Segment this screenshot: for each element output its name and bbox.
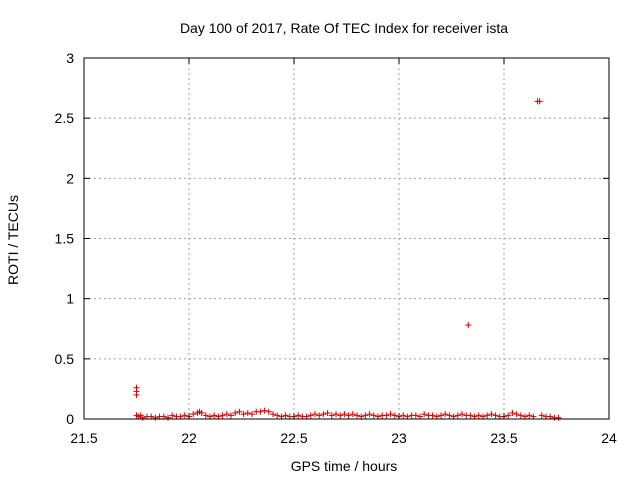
data-point <box>324 409 331 416</box>
data-point <box>492 412 499 419</box>
data-point <box>517 412 524 419</box>
data-point <box>312 411 318 418</box>
y-tick-label: 0 <box>66 411 74 427</box>
data-point <box>236 408 243 415</box>
data-point <box>249 411 255 418</box>
data-point <box>467 412 474 419</box>
x-tick-label: 23.5 <box>490 430 517 446</box>
data-point <box>295 412 302 419</box>
grid <box>84 58 609 419</box>
data-point <box>412 412 419 419</box>
data-point <box>240 411 247 418</box>
chart-title: Day 100 of 2017, Rate Of TEC Index for r… <box>180 20 508 36</box>
data-point <box>265 408 272 415</box>
data-point <box>484 412 491 419</box>
data-point <box>282 412 289 419</box>
x-tick-label: 23 <box>391 430 407 446</box>
data-point <box>370 412 377 419</box>
data-point <box>202 412 209 419</box>
y-tick-label: 1.5 <box>55 231 75 247</box>
data-point <box>459 411 465 418</box>
data-point <box>274 412 281 419</box>
data-point <box>261 407 268 414</box>
y-tick-label: 2.5 <box>55 110 75 126</box>
data-point <box>400 412 407 419</box>
data-point <box>244 409 251 416</box>
data-point <box>536 98 543 105</box>
data-point <box>446 412 453 419</box>
x-tick-label: 22.5 <box>280 430 307 446</box>
data-point <box>190 411 197 418</box>
data-point <box>555 414 562 421</box>
data-point <box>328 412 335 419</box>
data-point <box>223 411 230 418</box>
data-point <box>429 412 436 419</box>
data-point <box>320 411 327 418</box>
data-point <box>513 411 520 418</box>
data-point <box>475 412 482 419</box>
data-point <box>505 412 512 419</box>
y-tick-label: 0.5 <box>55 351 75 367</box>
data-point <box>526 412 533 419</box>
data-point <box>165 414 171 421</box>
data-point <box>228 412 234 419</box>
data-point <box>465 322 472 329</box>
data-point <box>366 411 373 418</box>
y-axis-label: ROTI / TECUs <box>5 195 21 285</box>
data-point <box>509 409 516 416</box>
data-point <box>538 412 545 419</box>
data-point <box>270 411 276 418</box>
data-point <box>211 412 218 419</box>
data-point <box>152 414 159 421</box>
data-point <box>169 412 176 419</box>
data-point <box>442 411 449 418</box>
data-point <box>421 411 428 418</box>
data-point <box>307 412 314 419</box>
data-point <box>387 411 394 418</box>
data-point <box>438 412 444 419</box>
data-point <box>232 409 239 416</box>
data-point <box>219 412 226 419</box>
data-point <box>391 412 398 419</box>
data-point <box>337 412 344 419</box>
data-point <box>316 412 323 419</box>
y-tick-label: 3 <box>66 50 74 66</box>
data-point <box>383 412 390 419</box>
data-point <box>133 391 140 398</box>
x-tick-label: 21.5 <box>70 430 97 446</box>
data-point <box>354 412 360 419</box>
data-point <box>488 411 495 418</box>
x-tick-label: 24 <box>601 430 617 446</box>
data-points <box>133 98 562 421</box>
data-point <box>349 411 356 418</box>
data-point <box>345 412 352 419</box>
data-point <box>341 411 348 418</box>
data-point <box>198 409 205 416</box>
data-point <box>333 411 339 418</box>
data-point <box>362 412 369 419</box>
y-tick-label: 2 <box>66 170 74 186</box>
data-point <box>139 414 146 421</box>
data-point <box>181 412 188 419</box>
x-axis-label: GPS time / hours <box>291 458 398 474</box>
y-tick-label: 1 <box>66 291 74 307</box>
data-point <box>257 408 264 415</box>
data-point <box>454 412 461 419</box>
x-tick-label: 22 <box>181 430 197 446</box>
